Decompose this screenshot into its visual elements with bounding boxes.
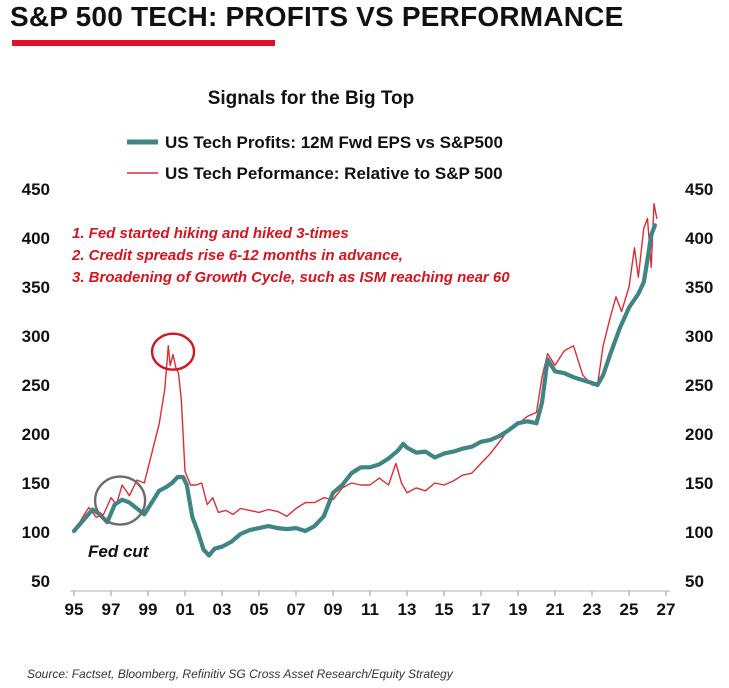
x-tick-label: 19 (509, 600, 528, 619)
callout-circle-fed-cut (93, 475, 147, 526)
x-tick-label: 13 (398, 600, 417, 619)
x-tick-label: 09 (324, 600, 343, 619)
annotation-3: 3. Broadening of Growth Cycle, such as I… (72, 269, 510, 286)
x-tick-label: 21 (546, 600, 565, 619)
x-tick-label: 99 (139, 600, 158, 619)
y-tick-label-right: 250 (685, 376, 713, 395)
x-tick-label: 97 (102, 600, 121, 619)
callouts: Fed cut (88, 332, 196, 561)
y-tick-label-right: 50 (685, 572, 704, 591)
y-tick-label-right: 100 (685, 523, 713, 542)
legend-label-performance: US Tech Peformance: Relative to S&P 500 (165, 164, 503, 183)
x-tick-label: 01 (176, 600, 195, 619)
x-tick-label: 95 (65, 600, 84, 619)
y-tick-label-left: 250 (22, 376, 50, 395)
x-tick-label: 23 (583, 600, 602, 619)
y-tick-label-right: 300 (685, 327, 713, 346)
series-lines (71, 202, 658, 558)
y-tick-label-left: 100 (22, 523, 50, 542)
series-line-performance (73, 202, 658, 533)
x-tick-label: 15 (435, 600, 454, 619)
y-tick-label-left: 350 (22, 278, 50, 297)
y-tick-label-right: 450 (685, 180, 713, 199)
axes: 95 97 99 01 03 05 07 09 11 13 15 17 19 21 23 25 27 50 50 10… (22, 180, 714, 619)
headline-accent-rule (12, 40, 275, 46)
x-tick-label: 25 (620, 600, 639, 619)
y-tick-label-right: 400 (685, 229, 713, 248)
legend: US Tech Profits: 12M Fwd EPS vs S&P500 U… (127, 133, 503, 183)
x-tick-label: 07 (287, 600, 306, 619)
y-tick-label-left: 150 (22, 474, 50, 493)
y-tick-label-left: 200 (22, 425, 50, 444)
x-tick-label: 03 (213, 600, 232, 619)
x-tick-label: 17 (472, 600, 491, 619)
source-note: Source: Factset, Bloomberg, Refinitiv SG… (27, 667, 453, 681)
y-tick-label-right: 150 (685, 474, 713, 493)
x-tick-label: 27 (657, 600, 676, 619)
y-tick-label-left: 300 (22, 327, 50, 346)
annotation-2: 2. Credit spreads rise 6-12 months in ad… (71, 247, 403, 264)
page-headline: S&P 500 TECH: PROFITS VS PERFORMANCE (10, 1, 624, 32)
y-tick-label-left: 400 (22, 229, 50, 248)
y-tick-label-left: 450 (22, 180, 50, 199)
y-tick-label-right: 200 (685, 425, 713, 444)
y-tick-label-right: 350 (685, 278, 713, 297)
annotations: 1. Fed started hiking and hiked 3-times … (71, 225, 510, 286)
legend-label-profits: US Tech Profits: 12M Fwd EPS vs S&P500 (165, 133, 503, 152)
y-tick-label-left: 50 (31, 572, 50, 591)
callout-label-fed-cut: Fed cut (88, 542, 150, 561)
callout-circle-peak (150, 332, 196, 371)
annotation-1: 1. Fed started hiking and hiked 3-times (72, 225, 349, 242)
chart-title: Signals for the Big Top (208, 88, 415, 109)
x-tick-label: 05 (250, 600, 269, 619)
x-tick-label: 11 (361, 600, 379, 619)
series-line-profits (71, 223, 658, 558)
